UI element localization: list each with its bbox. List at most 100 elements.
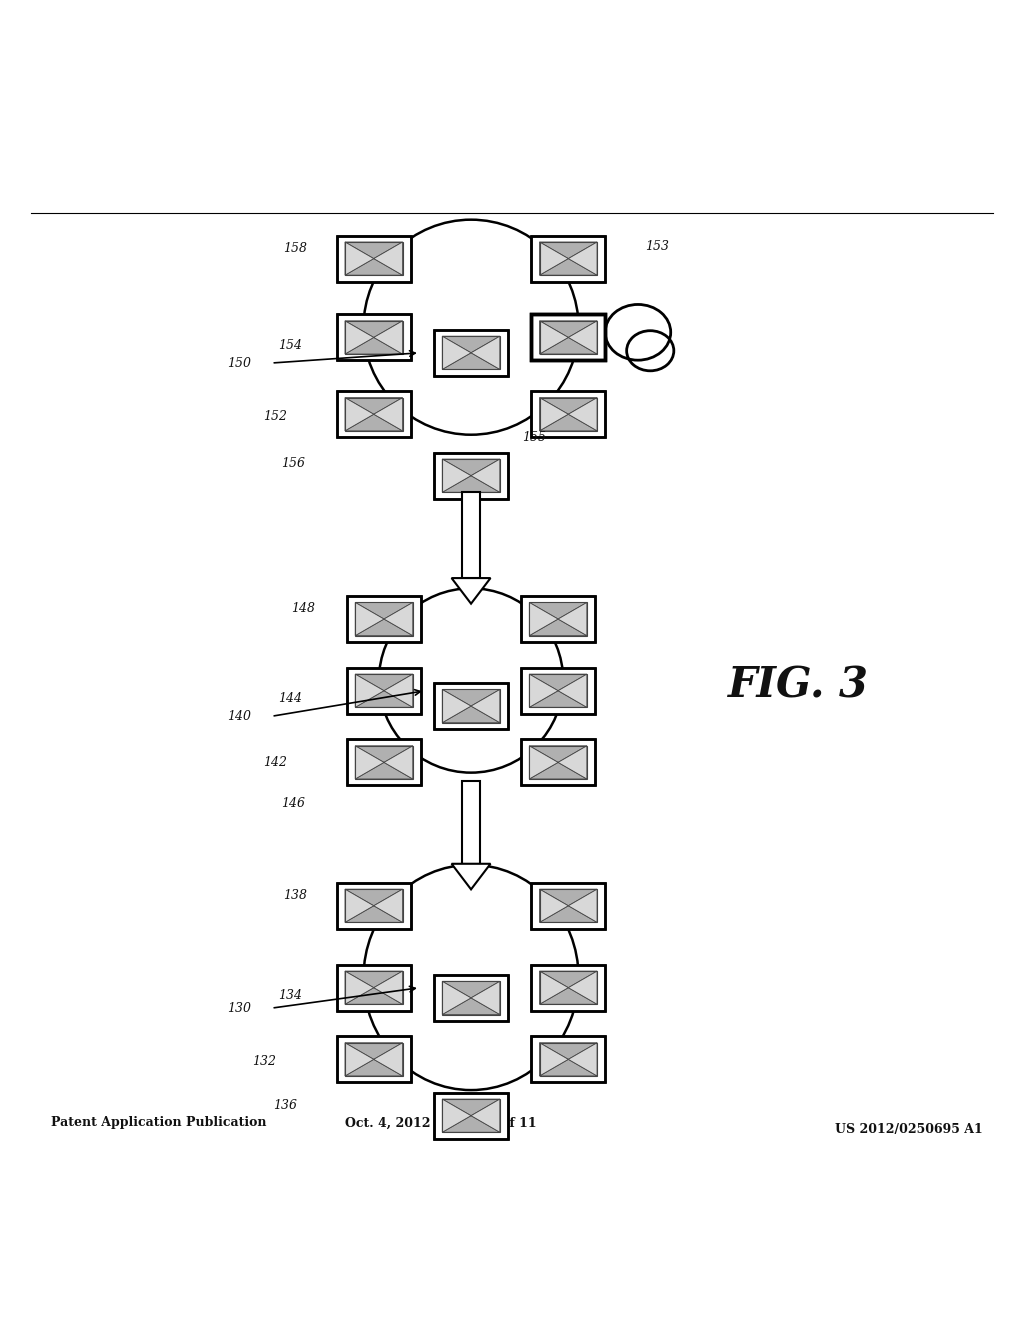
Text: 138: 138 [284,890,307,902]
FancyBboxPatch shape [531,314,605,360]
Polygon shape [452,578,490,603]
Polygon shape [355,602,384,636]
FancyBboxPatch shape [462,492,480,578]
Polygon shape [471,981,500,1015]
Polygon shape [345,906,402,923]
Polygon shape [568,1043,597,1076]
Text: 150: 150 [227,356,251,370]
Polygon shape [345,414,402,430]
Polygon shape [568,890,597,923]
Polygon shape [374,321,402,354]
FancyBboxPatch shape [434,682,508,729]
Polygon shape [442,459,471,492]
FancyBboxPatch shape [337,883,411,929]
Text: 148: 148 [292,602,315,615]
Text: FIG. 3: FIG. 3 [728,664,869,706]
Polygon shape [355,746,413,763]
Text: 130: 130 [227,1002,251,1015]
Polygon shape [540,242,597,259]
Polygon shape [355,675,384,708]
Polygon shape [529,690,587,708]
FancyBboxPatch shape [521,597,595,642]
FancyBboxPatch shape [531,965,605,1011]
Text: US 2012/0250695 A1: US 2012/0250695 A1 [836,1123,983,1135]
Polygon shape [442,337,471,370]
Polygon shape [345,972,374,1005]
Text: 158: 158 [284,242,307,255]
Polygon shape [540,890,597,906]
Polygon shape [345,321,374,354]
Polygon shape [345,1043,374,1076]
Text: 140: 140 [227,710,251,723]
FancyBboxPatch shape [521,668,595,714]
Polygon shape [529,602,558,636]
Polygon shape [540,242,568,275]
Polygon shape [568,972,597,1005]
FancyBboxPatch shape [337,965,411,1011]
FancyBboxPatch shape [531,391,605,437]
Polygon shape [529,675,587,690]
FancyBboxPatch shape [434,330,508,376]
Polygon shape [384,746,413,779]
Polygon shape [384,602,413,636]
Polygon shape [471,689,500,722]
Text: 156: 156 [282,457,305,470]
Polygon shape [540,906,597,923]
Polygon shape [529,675,558,708]
Polygon shape [345,397,402,414]
Polygon shape [471,1100,500,1133]
Text: 142: 142 [263,756,287,768]
Polygon shape [355,619,413,636]
Text: 153: 153 [645,240,669,253]
Polygon shape [345,890,402,906]
Polygon shape [568,321,597,354]
Polygon shape [442,459,500,475]
FancyBboxPatch shape [337,235,411,281]
Polygon shape [355,690,413,708]
FancyBboxPatch shape [434,453,508,499]
Polygon shape [442,689,500,706]
Polygon shape [355,746,384,779]
FancyBboxPatch shape [531,235,605,281]
Polygon shape [529,746,558,779]
Polygon shape [442,981,500,998]
FancyBboxPatch shape [337,391,411,437]
Polygon shape [540,321,568,354]
Text: 136: 136 [273,1100,297,1111]
Polygon shape [540,397,568,430]
Polygon shape [345,242,402,259]
FancyBboxPatch shape [531,883,605,929]
Polygon shape [374,397,402,430]
Polygon shape [374,972,402,1005]
Polygon shape [558,675,587,708]
Polygon shape [442,337,500,352]
Polygon shape [345,890,374,923]
Polygon shape [568,397,597,430]
Polygon shape [442,475,500,492]
Polygon shape [442,352,500,370]
FancyBboxPatch shape [347,668,421,714]
Polygon shape [345,987,402,1005]
Polygon shape [471,459,500,492]
Polygon shape [540,1043,597,1060]
Polygon shape [529,619,587,636]
Polygon shape [374,242,402,275]
Polygon shape [540,259,597,275]
Polygon shape [540,1060,597,1076]
Polygon shape [442,1100,500,1115]
Text: Oct. 4, 2012   Sheet 4 of 11: Oct. 4, 2012 Sheet 4 of 11 [344,1117,537,1130]
Polygon shape [345,259,402,275]
Text: Patent Application Publication: Patent Application Publication [51,1117,266,1130]
Polygon shape [529,602,587,619]
Polygon shape [345,242,374,275]
Text: 146: 146 [282,797,305,810]
Text: 152: 152 [263,409,287,422]
Polygon shape [442,998,500,1015]
Polygon shape [384,675,413,708]
Polygon shape [355,675,413,690]
Polygon shape [442,689,471,722]
Text: 154: 154 [279,339,302,352]
Polygon shape [442,1100,471,1133]
FancyBboxPatch shape [347,739,421,785]
Polygon shape [442,706,500,722]
